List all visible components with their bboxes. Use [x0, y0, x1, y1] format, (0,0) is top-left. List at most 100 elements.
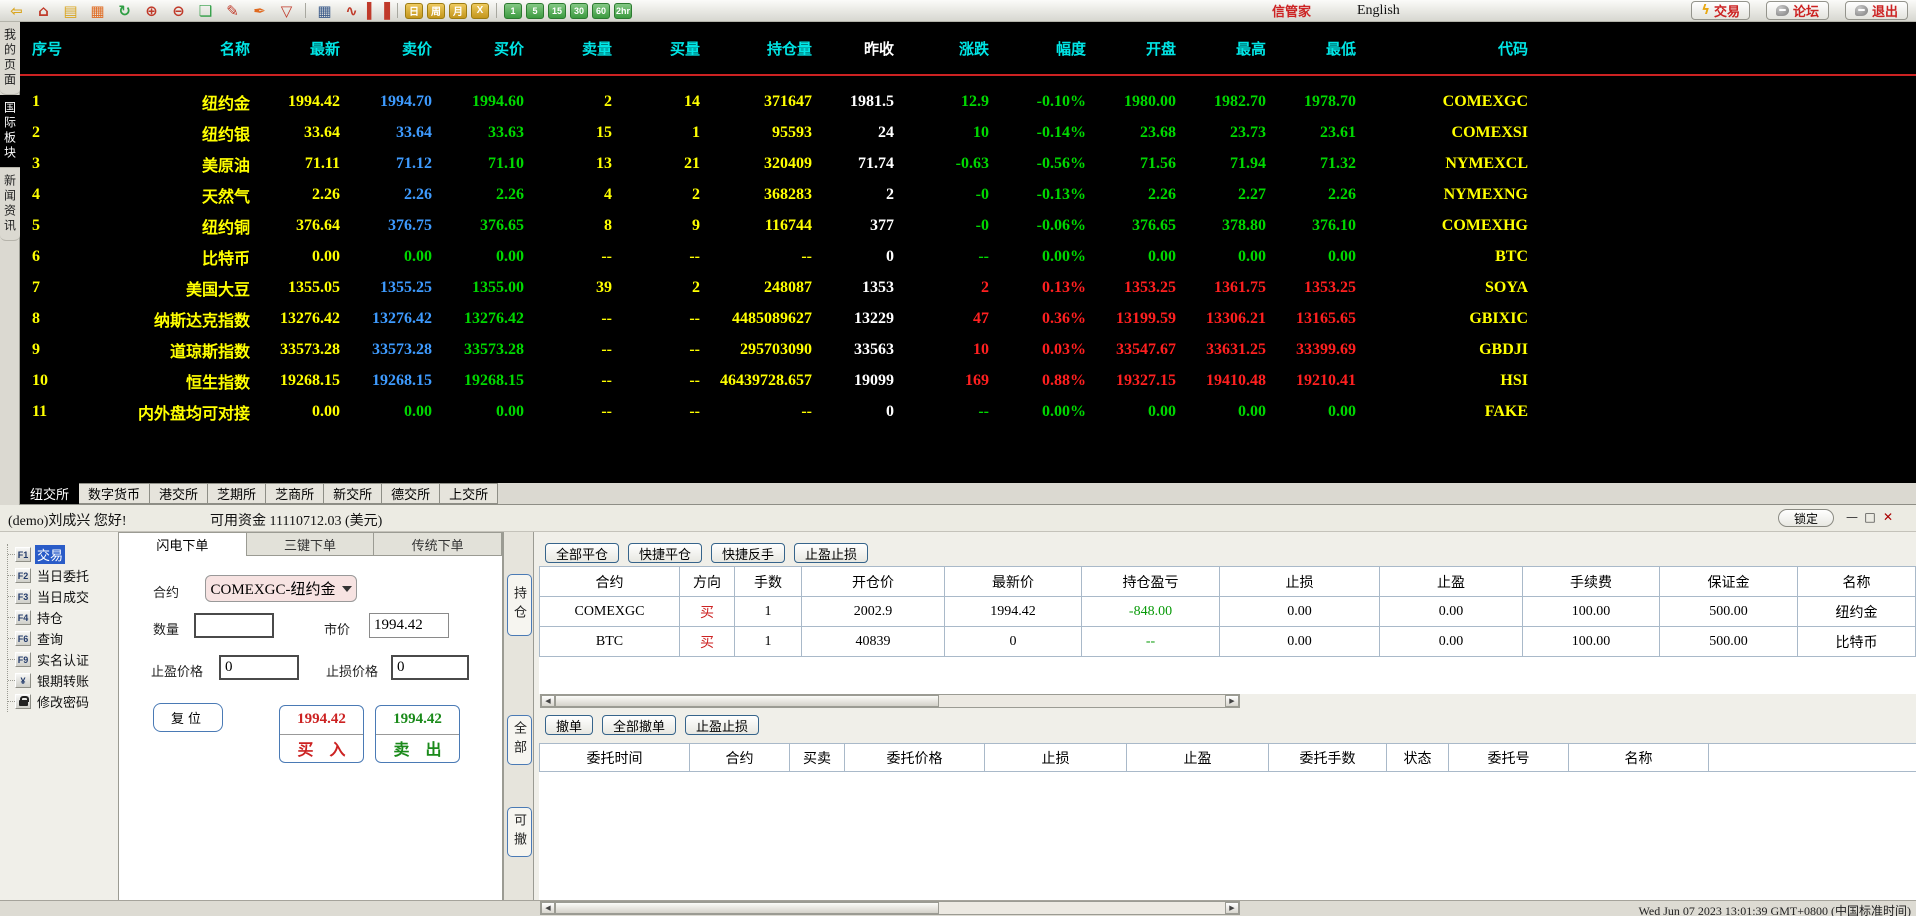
period-button-日[interactable]: 日	[405, 2, 423, 19]
order-tab[interactable]: 闪电下单	[119, 532, 247, 556]
quote-row[interactable]: 1 纽约金 1994.42 1994.70 1994.60 2 14 371647 1981.5…	[20, 86, 1916, 117]
quote-row[interactable]: 11 内外盘均可对接 0.00 0.00 0.00 -- -- -- 0 -- 0.00% 0.00 0…	[20, 396, 1916, 427]
interval-button-1[interactable]: 1	[504, 2, 522, 19]
order-tab[interactable]: 传统下单	[374, 532, 503, 556]
menu-item-交易[interactable]: F1 交易	[8, 544, 118, 565]
scroll-right-icon[interactable]: ▶	[1225, 695, 1239, 707]
scroll-left-icon[interactable]: ◀	[541, 902, 555, 914]
menu-item-当日委托[interactable]: F2 当日委托	[8, 565, 118, 586]
quote-row[interactable]: 7 美国大豆 1355.05 1355.25 1355.00 39 2 248087 1353 2…	[20, 272, 1916, 303]
reset-button[interactable]: 复位	[153, 703, 223, 732]
zoom-out-icon[interactable]: ⊖	[172, 1, 185, 20]
quote-cell: 19210.41	[1296, 371, 1356, 389]
quote-row[interactable]: 10 恒生指数 19268.15 19268.15 19268.15 -- -- 464397…	[20, 365, 1916, 396]
exchange-tab[interactable]: 芝期所	[208, 483, 267, 504]
order-tab[interactable]: 三键下单	[246, 532, 375, 556]
exchange-tab[interactable]: 新交所	[324, 483, 383, 504]
news-icon[interactable]: ▦	[90, 1, 105, 20]
grid-chart-icon[interactable]: ▦	[317, 1, 332, 20]
quote-row[interactable]: 8 纳斯达克指数 13276.42 13276.42 13276.42 -- -- 44850…	[20, 303, 1916, 334]
exchange-tab[interactable]: 上交所	[440, 483, 499, 504]
refresh-icon[interactable]: ↻	[118, 1, 131, 20]
blotter-tab-可撤[interactable]: 可撤	[507, 807, 532, 857]
exchange-tab[interactable]: 纽交所	[20, 483, 80, 504]
quote-cell: 8	[604, 216, 612, 234]
exit-button[interactable]: 退出	[1844, 1, 1908, 20]
menu-item-实名认证[interactable]: F9 实名认证	[8, 649, 118, 670]
快捷反手-button[interactable]: 快捷反手	[711, 543, 786, 563]
exchange-tab[interactable]: 德交所	[382, 483, 441, 504]
yuan-icon: ¥	[15, 673, 31, 688]
quote-row[interactable]: 9 道琼斯指数 33573.28 33573.28 33573.28 -- -- 295703…	[20, 334, 1916, 365]
scrollbar-thumb[interactable]	[555, 902, 939, 914]
close-icon[interactable]: ✕	[1882, 510, 1894, 524]
minimize-icon[interactable]: —	[1846, 510, 1858, 524]
market-price-input[interactable]	[369, 613, 449, 638]
restore-icon[interactable]: □	[1864, 510, 1876, 524]
快捷平仓-button[interactable]: 快捷平仓	[628, 543, 703, 563]
table-row[interactable]: BTC 买 1 40839 0 -- 0.00 0.00 100.00 500.00 比特币	[540, 627, 1916, 657]
blotter-panel: 全部平仓 快捷平仓 快捷反手 止盈止损 合约 方向 手数 开仓价 最新价 持仓盈亏 止损 止盈 手续费…	[534, 532, 1916, 900]
contract-select[interactable]: COMEXGC-纽约金	[205, 575, 357, 602]
stop-loss-input[interactable]	[391, 655, 469, 680]
止盈止损-button[interactable]: 止盈止损	[794, 543, 869, 563]
scroll-left-icon[interactable]: ◀	[541, 695, 555, 707]
period-button-X[interactable]: X	[471, 2, 489, 19]
menu-item-银期转账[interactable]: ¥ 银期转账	[8, 670, 118, 691]
quote-row[interactable]: 5 纽约铜 376.64 376.75 376.65 8 9 116744 377 -0 -0.06…	[20, 210, 1916, 241]
kline-chart-icon[interactable]: ▍▐	[366, 1, 391, 20]
interval-button-60[interactable]: 60	[592, 2, 610, 19]
全部撤单-button[interactable]: 全部撤单	[602, 715, 677, 735]
blotter-tab-全部[interactable]: 全部	[507, 715, 532, 765]
lock-button[interactable]: 锁定	[1778, 509, 1834, 527]
quantity-input[interactable]	[194, 613, 274, 638]
interval-button-2hr[interactable]: 2hr	[614, 2, 632, 19]
quote-cell: 美国大豆	[185, 281, 250, 299]
全部平仓-button[interactable]: 全部平仓	[545, 543, 620, 563]
function-menu: F1 交易 F2 当日委托 F3 当日成交 F4 持仓 F6 查询 F9 实名认证 ¥ 银期转账 修改密码	[0, 532, 118, 900]
interval-button-5[interactable]: 5	[526, 2, 544, 19]
language-switch[interactable]: English	[1357, 2, 1400, 18]
period-button-周[interactable]: 周	[427, 2, 445, 19]
edit-icon[interactable]: ✎	[226, 1, 239, 20]
quote-row[interactable]: 2 纽约银 33.64 33.64 33.63 15 1 95593 24 10 -0.14% 23.…	[20, 117, 1916, 148]
止盈止损-button[interactable]: 止盈止损	[685, 715, 760, 735]
home-icon[interactable]: ⌂	[38, 1, 49, 20]
positions-scrollbar[interactable]: ◀ ▶	[540, 694, 1240, 708]
sell-button[interactable]: 1994.42 卖 出	[375, 705, 460, 763]
interval-button-15[interactable]: 15	[548, 2, 566, 19]
notes-icon[interactable]: ▤	[63, 1, 78, 20]
table-row[interactable]: COMEXGC 买 1 2002.9 1994.42 -848.00 0.00 0.00 100…	[540, 597, 1916, 627]
interval-button-30[interactable]: 30	[570, 2, 588, 19]
quote-row[interactable]: 3 美原油 71.11 71.12 71.10 13 21 320409 71.74 -0.63 -…	[20, 148, 1916, 179]
menu-item-持仓[interactable]: F4 持仓	[8, 607, 118, 628]
workspace-tab[interactable]: 国际板块	[0, 95, 20, 168]
scroll-right-icon[interactable]: ▶	[1225, 902, 1239, 914]
take-profit-input[interactable]	[219, 655, 299, 680]
buy-button[interactable]: 1994.42 买 入	[279, 705, 364, 763]
trade-button[interactable]: ϟ 交易	[1691, 1, 1750, 20]
ink-icon[interactable]: ✒	[253, 1, 266, 20]
forum-button[interactable]: 论坛	[1765, 1, 1829, 20]
back-icon[interactable]: ⇦	[10, 1, 23, 20]
quote-board: 序号 名称 最新 卖价 买价 卖量 买量 持仓量 昨收 涨跌 幅度 开盘 最高 最低 代码 1 纽约金 1994…	[20, 22, 1916, 483]
period-button-月[interactable]: 月	[449, 2, 467, 19]
exchange-tab[interactable]: 芝商所	[266, 483, 325, 504]
menu-item-查询[interactable]: F6 查询	[8, 628, 118, 649]
scrollbar-thumb[interactable]	[555, 695, 939, 707]
quote-row[interactable]: 4 天然气 2.26 2.26 2.26 4 2 368283 2 -0 -0.13% 2.26 2.2…	[20, 179, 1916, 210]
layers-icon[interactable]: ❏	[198, 1, 213, 20]
撤单-button[interactable]: 撤单	[545, 715, 594, 735]
workspace-tab[interactable]: 我的页面	[0, 22, 20, 95]
quote-row[interactable]: 6 比特币 0.00 0.00 0.00 -- -- -- 0 -- 0.00% 0.00 0.00 0.…	[20, 241, 1916, 272]
menu-item-当日成交[interactable]: F3 当日成交	[8, 586, 118, 607]
tick-chart-icon[interactable]: ∿	[345, 1, 358, 20]
exchange-tab[interactable]: 数字货币	[79, 483, 151, 504]
zoom-in-icon[interactable]: ⊕	[145, 1, 158, 20]
workspace-tab[interactable]: 新闻资讯	[0, 168, 20, 241]
blotter-tab-持仓[interactable]: 持仓	[507, 574, 532, 636]
menu-item-修改密码[interactable]: 修改密码	[8, 691, 118, 712]
exchange-tab[interactable]: 港交所	[150, 483, 209, 504]
orders-scrollbar[interactable]: ◀ ▶	[540, 901, 1240, 915]
filter-icon[interactable]: ▽	[280, 1, 293, 20]
